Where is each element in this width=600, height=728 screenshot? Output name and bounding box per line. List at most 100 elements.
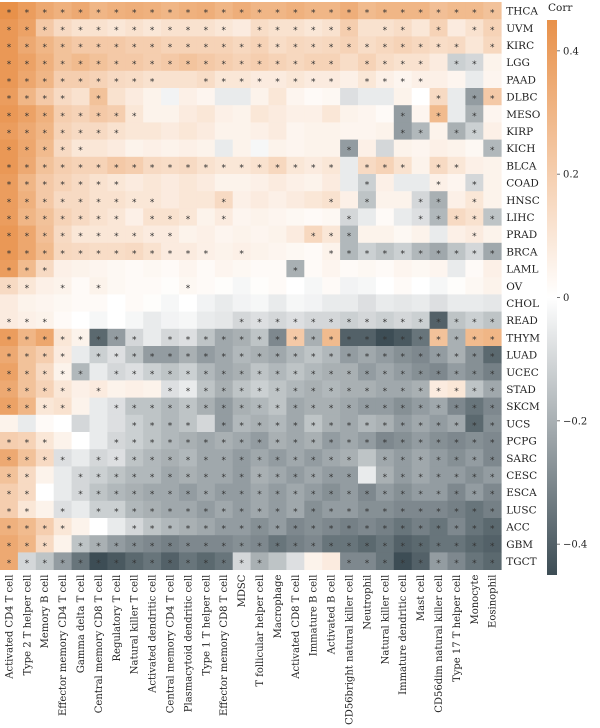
significance-mark: * xyxy=(365,163,370,173)
heatmap-cell xyxy=(232,208,251,226)
heatmap-cell xyxy=(322,535,341,553)
heatmap-cell xyxy=(17,328,37,347)
heatmap-cell xyxy=(250,88,269,106)
heatmap-cell xyxy=(268,518,287,536)
legend-tick-label: −0.4 xyxy=(563,540,587,551)
significance-mark: * xyxy=(401,163,406,173)
significance-mark: * xyxy=(347,559,352,569)
significance-mark: * xyxy=(25,26,30,36)
heatmap-cell xyxy=(286,414,305,433)
significance-mark: * xyxy=(472,198,477,208)
heatmap-cell xyxy=(286,518,305,536)
heatmap-cell xyxy=(250,500,269,519)
heatmap-cell xyxy=(268,449,287,467)
column-label: Activated dendritic cell xyxy=(148,575,159,694)
heatmap-cell xyxy=(429,432,448,450)
heatmap-cell xyxy=(375,311,395,330)
heatmap-cell xyxy=(196,277,216,295)
significance-mark: * xyxy=(222,387,227,397)
significance-mark: * xyxy=(293,473,298,483)
heatmap-cell xyxy=(161,242,180,261)
significance-mark: * xyxy=(150,9,155,19)
significance-mark: * xyxy=(114,232,119,242)
significance-mark: * xyxy=(60,370,65,380)
heatmap-cell xyxy=(232,70,251,89)
heatmap-cell xyxy=(393,397,413,416)
significance-mark: * xyxy=(168,404,173,414)
heatmap-cell xyxy=(483,225,502,244)
significance-mark: * xyxy=(329,249,334,259)
significance-mark: * xyxy=(239,473,244,483)
significance-mark: * xyxy=(239,163,244,173)
heatmap-cell xyxy=(161,105,180,123)
heatmap-cell xyxy=(250,2,269,20)
significance-mark: * xyxy=(436,421,441,431)
heatmap-cell xyxy=(0,70,19,89)
significance-mark: * xyxy=(275,43,280,53)
heatmap-cell xyxy=(214,432,234,450)
significance-mark: * xyxy=(347,335,352,345)
heatmap-cell xyxy=(17,36,37,54)
significance-mark: * xyxy=(150,232,155,242)
heatmap-cell xyxy=(304,191,323,209)
heatmap-cell xyxy=(322,260,341,278)
significance-mark: * xyxy=(25,198,30,208)
heatmap-cell xyxy=(429,363,448,381)
heatmap-cell xyxy=(358,466,377,484)
heatmap-cell xyxy=(429,311,448,330)
significance-mark: * xyxy=(96,473,101,483)
heatmap-cell xyxy=(340,19,359,37)
significance-mark: * xyxy=(472,26,477,36)
significance-mark: * xyxy=(472,439,477,449)
heatmap-cell xyxy=(322,225,341,244)
significance-mark: * xyxy=(132,198,137,208)
significance-mark: * xyxy=(401,473,406,483)
heatmap-cell xyxy=(340,363,359,381)
heatmap-cell xyxy=(411,191,430,209)
column-label: Eosinophil xyxy=(488,575,499,628)
heatmap-cell xyxy=(0,191,19,209)
heatmap-cell xyxy=(143,70,162,89)
significance-mark: * xyxy=(150,490,155,500)
significance-mark: * xyxy=(25,284,30,294)
heatmap-cell xyxy=(304,174,323,192)
column-label: Regulatory T cell xyxy=(112,575,123,662)
significance-mark: * xyxy=(25,181,30,191)
significance-mark: * xyxy=(222,163,227,173)
heatmap-cell xyxy=(232,483,251,502)
significance-mark: * xyxy=(329,507,334,517)
heatmap-cell xyxy=(375,174,395,192)
significance-mark: * xyxy=(418,43,423,53)
significance-mark: * xyxy=(490,421,495,431)
heatmap-cell xyxy=(286,88,305,106)
significance-mark: * xyxy=(25,456,30,466)
heatmap-cell xyxy=(304,53,323,72)
significance-mark: * xyxy=(418,525,423,535)
significance-mark: * xyxy=(25,404,30,414)
heatmap-cell xyxy=(35,53,55,72)
column-label: Activated B cell xyxy=(327,575,338,656)
significance-mark: * xyxy=(347,525,352,535)
significance-mark: * xyxy=(132,490,137,500)
significance-mark: * xyxy=(150,404,155,414)
significance-mark: * xyxy=(168,525,173,535)
heatmap-cell xyxy=(196,552,216,570)
significance-mark: * xyxy=(257,318,262,328)
significance-mark: * xyxy=(490,525,495,535)
heatmap-cell xyxy=(340,208,359,226)
significance-mark: * xyxy=(60,129,65,139)
heatmap-cell xyxy=(393,311,413,330)
significance-mark: * xyxy=(311,232,316,242)
heatmap-cell xyxy=(232,449,251,467)
heatmap-cell xyxy=(232,174,251,192)
heatmap-cell xyxy=(107,88,126,106)
significance-mark: * xyxy=(490,318,495,328)
heatmap-cell xyxy=(429,105,448,123)
heatmap-cell xyxy=(322,53,341,72)
heatmap-cell xyxy=(161,328,180,347)
significance-mark: * xyxy=(472,181,477,191)
heatmap-cell xyxy=(232,53,251,72)
heatmap-cell xyxy=(161,156,180,175)
heatmap-cell xyxy=(179,363,198,381)
significance-mark: * xyxy=(114,43,119,53)
